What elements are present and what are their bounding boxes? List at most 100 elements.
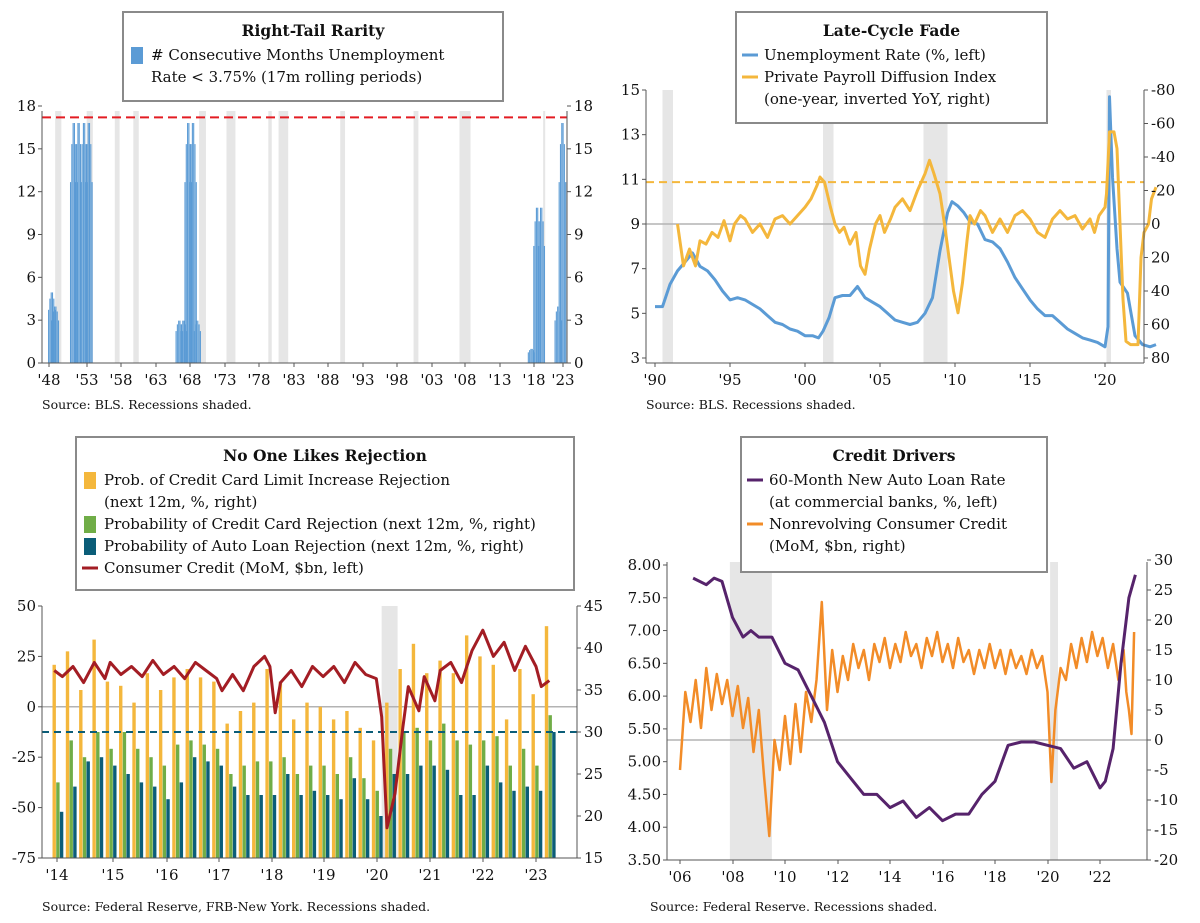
- data-bar: [238, 711, 243, 858]
- y-right-tick-label: 40: [1151, 282, 1170, 300]
- data-bar: [565, 182, 567, 363]
- data-bar: [175, 331, 177, 363]
- data-bar: [187, 123, 189, 364]
- y-right-tick-label: 20: [1151, 249, 1170, 267]
- data-bar: [472, 795, 476, 858]
- data-bar: [525, 786, 529, 858]
- y-left-tick-label: 6.50: [628, 654, 661, 672]
- data-bar: [559, 144, 562, 363]
- y-right-tick-label: -5: [1154, 761, 1169, 779]
- y-left-tick-label: 7: [630, 260, 640, 278]
- data-bar: [508, 765, 512, 858]
- data-bar: [113, 765, 117, 858]
- data-bar: [166, 799, 170, 858]
- data-bar: [379, 816, 383, 858]
- data-bar: [86, 761, 90, 858]
- data-bar: [56, 311, 58, 363]
- data-bar: [491, 664, 495, 858]
- data-bar: [232, 786, 237, 858]
- y-left-tick-label: 3: [26, 311, 36, 329]
- y-left-tick-label: -50: [12, 799, 36, 817]
- legend-swatch-bar: [84, 516, 96, 533]
- data-bar: [362, 778, 366, 858]
- x-tick-label: '14: [878, 868, 901, 886]
- data-bar: [109, 748, 113, 858]
- data-bar: [562, 123, 564, 364]
- y-left-tick-label: 7.00: [628, 622, 661, 640]
- legend-label: # Consecutive Months Unemployment: [151, 46, 444, 64]
- data-bar: [59, 811, 64, 858]
- y-right-tick-label: 5: [1154, 701, 1164, 719]
- data-bar: [184, 182, 186, 363]
- data-bar: [139, 782, 144, 858]
- recession-band: [823, 90, 834, 363]
- y-right-tick-label: -10: [1154, 791, 1178, 809]
- x-tick-label: '83: [282, 371, 305, 389]
- data-bar: [215, 748, 220, 858]
- data-bar: [459, 795, 463, 858]
- data-bar: [305, 702, 309, 858]
- legend-swatch-bar: [84, 538, 96, 555]
- data-bar: [69, 182, 72, 363]
- x-tick-label: '68: [178, 371, 201, 389]
- data-bar: [185, 144, 187, 363]
- y-right-tick-label: 30: [584, 723, 603, 741]
- y-right-tick-label: -60: [1151, 115, 1175, 133]
- y-right-tick-label: 0: [574, 354, 584, 372]
- y-left-tick-label: 50: [17, 597, 36, 615]
- data-bar: [518, 669, 522, 858]
- data-bar: [55, 306, 57, 363]
- data-bar: [259, 795, 263, 858]
- data-bar: [537, 245, 539, 363]
- recession-band: [543, 111, 546, 363]
- y-right-tick-label: 3: [574, 311, 584, 329]
- data-bar: [52, 311, 54, 363]
- data-bar: [182, 320, 184, 363]
- x-tick-label: '18: [260, 866, 283, 884]
- y-left-tick-label: 11: [621, 170, 640, 188]
- data-bar: [86, 144, 88, 363]
- data-bar: [561, 123, 563, 364]
- data-bar: [172, 677, 176, 858]
- legend-label: Probability of Auto Loan Rejection (next…: [104, 537, 524, 555]
- data-bar: [539, 207, 542, 363]
- data-bar: [179, 331, 181, 363]
- legend-label: Rate < 3.75% (17m rolling periods): [151, 68, 422, 86]
- y-left-tick-label: 13: [621, 126, 640, 144]
- data-bar: [195, 320, 198, 363]
- data-bar: [392, 774, 396, 858]
- x-tick-label: '23: [551, 371, 574, 389]
- data-bar: [52, 664, 56, 858]
- recession-band: [133, 111, 139, 363]
- source-note: Source: Federal Reserve, FRB-New York. R…: [42, 899, 430, 914]
- data-bar: [542, 221, 544, 363]
- y-right-tick-label: -80: [1151, 81, 1175, 99]
- data-bar: [188, 123, 190, 364]
- data-bar: [76, 144, 78, 363]
- x-tick-label: '14: [45, 866, 68, 884]
- data-bar: [206, 761, 210, 858]
- data-bar: [411, 643, 416, 858]
- data-bar: [527, 352, 529, 363]
- y-left-tick-label: 9: [26, 226, 36, 244]
- data-bar: [126, 774, 130, 858]
- recession-band: [340, 111, 346, 363]
- data-bar: [84, 123, 86, 364]
- x-tick-label: '08: [721, 868, 744, 886]
- data-bar: [82, 757, 87, 858]
- data-bar: [199, 331, 201, 363]
- legend-swatch-bar: [84, 472, 96, 489]
- data-bar: [419, 765, 423, 858]
- data-bar: [82, 123, 84, 364]
- legend-label: Private Payroll Diffusion Index: [764, 68, 997, 86]
- data-bar: [535, 207, 537, 363]
- recession-band: [413, 111, 419, 363]
- data-bar: [195, 182, 197, 363]
- data-bar: [212, 681, 216, 858]
- legend-label: Unemployment Rate (%, left): [764, 46, 986, 64]
- series-line-nonrevolving: [678, 600, 1136, 838]
- data-bar: [365, 799, 370, 858]
- x-tick-label: '93: [351, 371, 374, 389]
- data-bar: [557, 306, 559, 363]
- data-bar: [425, 673, 429, 858]
